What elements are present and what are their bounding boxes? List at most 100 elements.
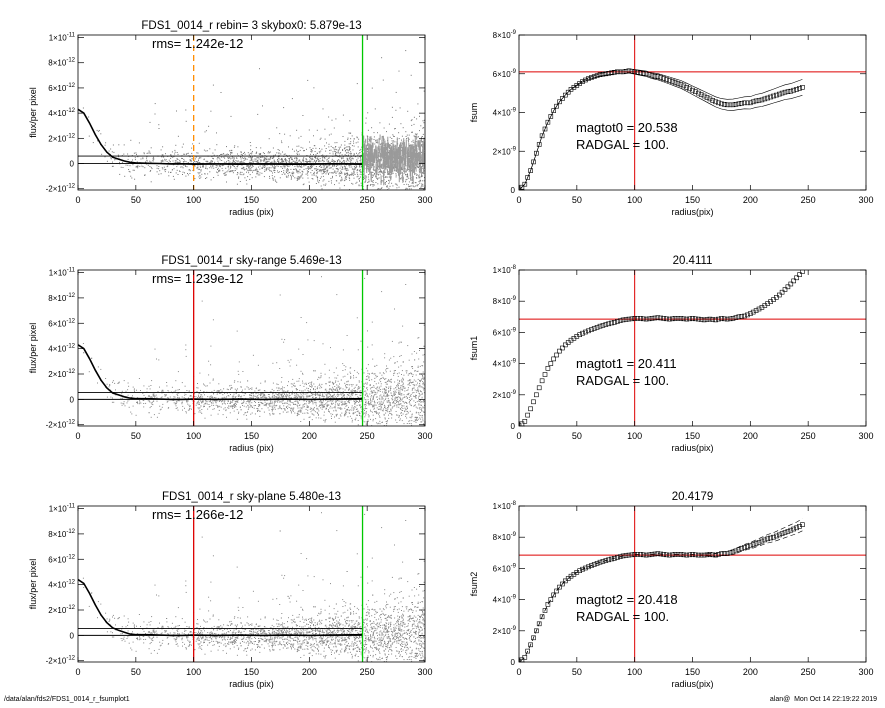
scatter-point: [421, 145, 423, 147]
scatter-point: [312, 413, 314, 415]
scatter-point: [350, 162, 351, 164]
scatter-point: [341, 178, 343, 180]
scatter-point: [403, 184, 405, 185]
scatter-point: [418, 174, 420, 176]
scatter-point: [301, 390, 303, 392]
scatter-point: [392, 134, 394, 136]
scatter-point: [349, 120, 351, 122]
scatter-point: [278, 389, 280, 391]
scatter-point: [154, 103, 156, 105]
scatter-point: [367, 420, 369, 422]
scatter-point: [286, 167, 288, 169]
scatter-point: [380, 381, 382, 383]
scatter-point: [243, 173, 245, 175]
scatter-point: [334, 377, 336, 379]
scatter-point: [343, 415, 345, 417]
scatter-point: [394, 160, 396, 168]
scatter-point: [415, 197, 416, 198]
scatter-point: [377, 386, 379, 388]
scatter-point: [400, 159, 402, 169]
scatter-point: [294, 412, 296, 414]
scatter-point: [199, 410, 201, 412]
scatter-point: [345, 366, 347, 368]
scatter-point: [278, 406, 280, 408]
scatter-point: [398, 157, 399, 159]
scatter-point: [321, 383, 323, 385]
scatter-point: [250, 164, 252, 166]
scatter-point: [161, 396, 163, 398]
scatter-point: [228, 157, 230, 159]
scatter-point: [407, 345, 409, 347]
scatter-point: [313, 340, 315, 342]
scatter-point: [198, 394, 199, 396]
scatter-point: [151, 403, 153, 405]
scatter-point: [310, 165, 311, 167]
scatter-point: [373, 385, 375, 387]
scatter-point: [329, 382, 331, 383]
scatter-point: [271, 410, 273, 412]
scatter-point: [129, 165, 131, 167]
scatter-point: [229, 161, 231, 163]
scatter-point: [152, 401, 153, 403]
scatter-point: [401, 379, 403, 381]
scatter-point: [318, 158, 320, 160]
scatter-point: [348, 397, 350, 399]
scatter-point: [199, 168, 200, 170]
scatter-point: [377, 188, 379, 190]
scatter-point: [398, 149, 400, 158]
scatter-point: [282, 151, 283, 153]
scatter-point: [294, 393, 296, 395]
scatter-point: [344, 389, 346, 391]
scatter-point: [365, 122, 367, 124]
scatter-point: [354, 370, 356, 372]
scatter-point: [263, 176, 265, 178]
scatter-point: [300, 135, 302, 137]
scatter-point: [88, 371, 90, 373]
scatter-point: [308, 167, 310, 169]
scatter-point: [231, 396, 233, 398]
scatter-point: [319, 405, 321, 407]
scatter-point: [218, 171, 220, 172]
scatter-point: [329, 152, 331, 154]
scatter-point: [288, 161, 290, 163]
scatter-point: [370, 398, 371, 400]
scatter-point: [302, 159, 304, 161]
scatter-point: [230, 165, 232, 167]
scatter-point: [352, 158, 354, 160]
scatter-point: [287, 176, 289, 178]
scatter-point: [152, 393, 154, 395]
scatter-point: [381, 180, 383, 182]
scatter-point: [273, 397, 275, 399]
scatter-point: [406, 407, 408, 409]
scatter-point: [342, 166, 344, 168]
scatter-point: [328, 157, 330, 159]
scatter-point: [322, 393, 324, 395]
scatter-point: [296, 161, 298, 163]
scatter-point: [336, 390, 338, 392]
scatter-point: [376, 413, 378, 415]
scatter-point: [281, 161, 283, 163]
scatter-point: [367, 414, 369, 416]
scatter-point: [351, 166, 353, 168]
scatter-point: [201, 412, 203, 414]
scatter-point: [385, 143, 387, 150]
scatter-point: [418, 170, 420, 172]
scatter-point: [333, 162, 335, 164]
scatter-point: [421, 183, 423, 185]
scatter-point: [147, 164, 149, 166]
scatter-point: [424, 170, 425, 172]
scatter-point: [249, 168, 251, 170]
scatter-point: [380, 170, 382, 172]
scatter-point: [422, 185, 424, 187]
scatter-point: [279, 177, 281, 179]
scatter-point: [303, 406, 305, 408]
scatter-point: [351, 421, 353, 423]
scatter-point: [297, 411, 299, 413]
scatter-point: [387, 173, 389, 175]
scatter-point: [162, 159, 163, 161]
scatter-point: [124, 175, 126, 177]
scatter-point: [320, 165, 322, 166]
scatter-point: [288, 393, 290, 394]
scatter-point: [378, 149, 380, 154]
scatter-point: [100, 133, 102, 135]
